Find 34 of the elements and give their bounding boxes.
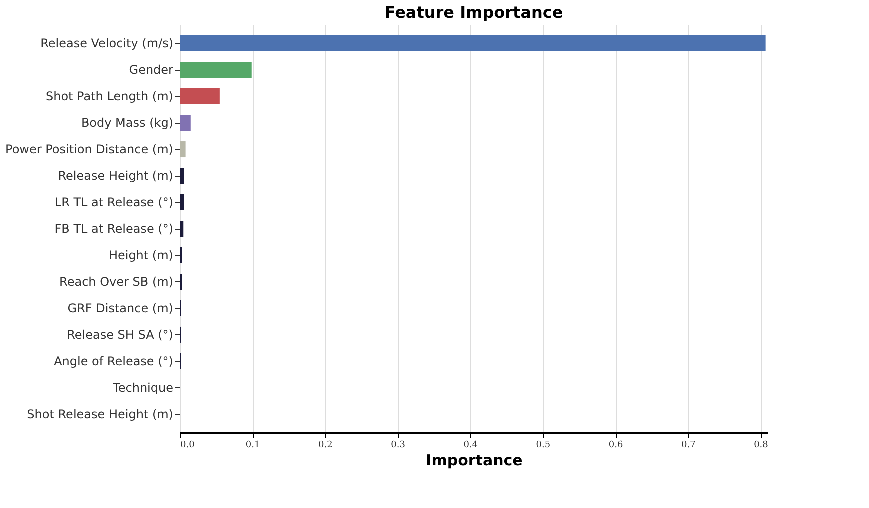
y-tick-label: Technique xyxy=(112,380,174,395)
y-tick-label: FB TL at Release (°) xyxy=(54,222,174,236)
x-tick-label: 0.4 xyxy=(464,440,478,450)
y-tick-label: Shot Path Length (m) xyxy=(46,90,174,104)
bar xyxy=(180,168,184,184)
y-tick-label: Angle of Release (°) xyxy=(54,354,174,368)
bar xyxy=(180,221,184,237)
bar xyxy=(180,62,252,78)
x-tick-label: 0.1 xyxy=(246,440,260,450)
y-tick-label: Shot Release Height (m) xyxy=(27,407,174,422)
y-tick-label: Gender xyxy=(129,63,174,78)
bar xyxy=(180,36,766,52)
bar xyxy=(180,142,186,158)
bar xyxy=(180,194,184,211)
x-tick-label: 0.0 xyxy=(180,440,196,450)
y-tick-label: Release Height (m) xyxy=(58,169,174,184)
x-tick-label: 0.5 xyxy=(536,440,551,450)
chart-title: Feature Importance xyxy=(384,3,564,22)
y-tick-label: GRF Distance (m) xyxy=(68,301,174,316)
y-tick-label: Reach Over SB (m) xyxy=(60,274,174,289)
x-tick-label: 0.6 xyxy=(608,440,624,450)
y-tick-label: Body Mass (kg) xyxy=(81,116,174,130)
y-tick-label: Release SH SA (°) xyxy=(67,328,174,342)
y-tick-label: Release Velocity (m/s) xyxy=(40,36,174,51)
bar xyxy=(180,115,191,132)
x-tick-label: 0.3 xyxy=(391,440,406,450)
y-tick-label: Power Position Distance (m) xyxy=(6,142,174,157)
x-axis-title: Importance xyxy=(426,452,523,470)
x-tick-label: 0.2 xyxy=(318,440,333,450)
y-tick-label: LR TL at Release (°) xyxy=(54,196,174,210)
x-tick-label: 0.7 xyxy=(681,440,696,450)
bar xyxy=(180,88,220,105)
x-tick-label: 0.8 xyxy=(754,440,769,450)
y-tick-label: Height (m) xyxy=(108,248,174,262)
